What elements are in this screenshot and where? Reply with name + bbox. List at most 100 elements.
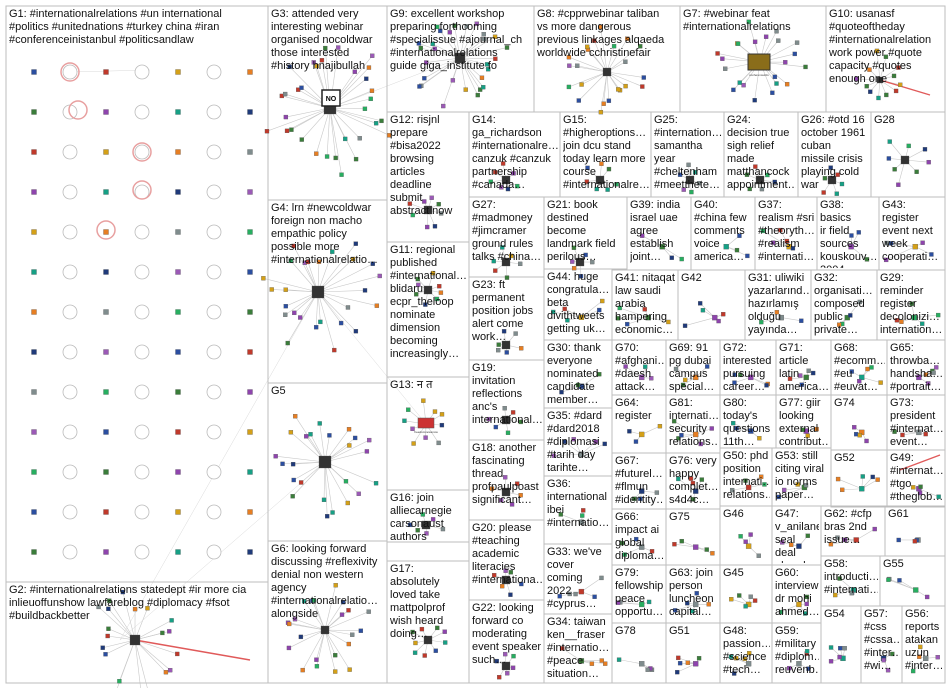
g48-node: [728, 654, 734, 659]
group-box-g51: [665, 622, 721, 684]
g8-edge: [600, 71, 608, 113]
highlight-edge: [879, 79, 931, 96]
g32-node: [848, 313, 853, 318]
g6-node: [314, 657, 319, 662]
g10-node: [896, 65, 901, 70]
g17-node: [442, 629, 447, 634]
g57-node: [890, 651, 895, 657]
g32-node: [837, 322, 842, 327]
g3-node: [284, 128, 290, 134]
g27-node: [518, 261, 523, 267]
g64-hub: [639, 431, 645, 438]
g6-node: [287, 621, 292, 627]
group-box-g58: [820, 555, 881, 607]
g13-node: [439, 412, 445, 417]
g3-node: [353, 156, 359, 162]
g22-node: [497, 675, 502, 680]
g56-node: [910, 668, 916, 674]
group-box-g11: [386, 241, 470, 378]
g53-node: [795, 482, 800, 487]
g51-edge: [677, 663, 696, 673]
g73-edge: [894, 431, 919, 433]
g61-node: [912, 539, 918, 544]
g55-edge: [899, 580, 916, 591]
g6-edge: [313, 600, 326, 631]
g6-edge: [316, 629, 326, 660]
g55-node: [897, 578, 902, 583]
g1-node: [31, 189, 37, 195]
g6-node: [358, 628, 364, 633]
g37-node: [790, 246, 796, 251]
g62-node: [872, 526, 877, 532]
g68-node: [857, 379, 862, 384]
g71-node: [787, 376, 793, 381]
g2-node: [160, 630, 165, 636]
g5-node: [304, 434, 309, 439]
g37-node: [760, 228, 766, 234]
g80-edge: [733, 422, 751, 432]
g14-node: [505, 186, 511, 192]
g10-hub: [876, 76, 884, 84]
g8-node: [623, 83, 628, 89]
g5-node: [290, 494, 295, 499]
g1-node: [134, 304, 150, 320]
g1-node: [247, 149, 253, 155]
g11-node: [437, 284, 442, 289]
g33-node: [567, 591, 572, 597]
g49-node: [917, 490, 923, 496]
g2-node: [169, 618, 174, 623]
g56-node: [917, 654, 922, 659]
g33-hub: [578, 588, 585, 595]
g5-node: [321, 497, 327, 503]
g4-node: [283, 304, 288, 309]
g7-node: [776, 38, 781, 43]
g2-edge: [134, 639, 178, 655]
group-box-g44: [543, 268, 613, 341]
group-box-g17: [386, 560, 470, 684]
g6-node: [298, 634, 304, 640]
g68-node: [849, 369, 854, 374]
g26-node: [834, 191, 839, 196]
g13-image-text: freedomnewsnow: [414, 430, 438, 434]
g70-hub: [639, 374, 645, 381]
g5-node: [280, 461, 285, 467]
g22-hub: [501, 661, 511, 671]
g79-hub: [639, 601, 645, 608]
g3-node: [364, 76, 369, 81]
g76-node: [676, 476, 681, 482]
group-box-g70: [611, 339, 667, 396]
g9-node: [481, 36, 487, 42]
g4-edge: [317, 263, 373, 293]
g8-node: [616, 87, 621, 92]
g69-hub: [693, 374, 699, 381]
g13-node: [423, 435, 428, 440]
g35-node: [571, 437, 576, 442]
g36-node: [580, 513, 585, 518]
g72-node: [732, 380, 737, 385]
g1-node: [247, 389, 253, 395]
g39-edge: [642, 235, 663, 247]
g40-node: [734, 247, 740, 253]
g9-edge: [459, 57, 479, 96]
g8-node: [606, 98, 612, 103]
g36-node: [581, 508, 586, 513]
g35-edge: [564, 441, 582, 455]
g6-node: [339, 612, 345, 617]
g66-edge: [624, 546, 642, 555]
g11-node: [438, 290, 444, 295]
g75-node: [704, 547, 709, 552]
g3-edge: [329, 107, 342, 175]
g13-node: [439, 422, 445, 428]
group-box-g45: [719, 564, 773, 624]
g4-node: [283, 312, 288, 317]
g1-node: [134, 544, 150, 560]
g1-node: [103, 269, 109, 275]
g9-node: [481, 32, 486, 37]
g51-node: [675, 669, 680, 675]
g9-node: [481, 85, 486, 90]
g3-node: [314, 151, 319, 156]
g5-node: [367, 437, 372, 443]
g66-node: [634, 536, 639, 542]
g1-node: [31, 469, 37, 475]
image-badges-layer: NO conferenceinfo freedomnewsnow: [321, 53, 771, 434]
